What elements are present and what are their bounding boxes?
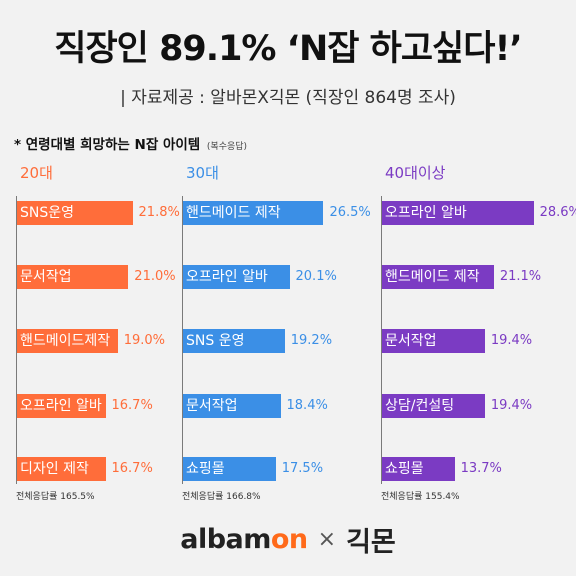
bar-0-3: 오프라인 알바 — [17, 394, 106, 418]
bar-1-4: 쇼핑몰 — [183, 457, 276, 481]
bar-value-2-1: 21.1% — [499, 269, 542, 284]
bar-1-0: 핸드메이드 제작 — [183, 201, 324, 225]
bar-0-4: 디자인 제작 — [17, 457, 106, 481]
bar-value-0-2: 19.0% — [123, 333, 165, 348]
footer-logos: albamon × 긱몬 — [0, 520, 576, 559]
bar-0-2: 핸드메이드제작 — [17, 329, 118, 353]
bar-value-1-2: 19.2% — [290, 333, 333, 348]
times-sign: × — [317, 527, 337, 552]
bar-0-1: 문서작업 — [17, 265, 129, 289]
jobmon-logo: 긱몬 — [346, 527, 396, 558]
bar-value-2-3: 19.4% — [490, 398, 533, 413]
section-title-text: * 연령대별 희망하는 N잡 아이템 — [14, 137, 201, 153]
axis-line-2 — [381, 196, 382, 484]
section-title-note: (복수응답) — [206, 142, 248, 152]
bar-0-0: SNS운영 — [17, 201, 133, 225]
bar-2-3: 상담/컨설팅 — [382, 394, 485, 418]
bar-value-1-0: 26.5% — [329, 205, 371, 220]
group-label-2: 40대이상 — [385, 164, 446, 182]
albamon-logo: albamon — [180, 524, 308, 555]
bar-value-1-1: 20.1% — [295, 269, 337, 284]
total-response-2: 전체응답률 155.4% — [381, 492, 460, 502]
albamon-logo-accent: on — [270, 524, 308, 555]
bar-2-2: 문서작업 — [382, 329, 485, 353]
group-label-0: 20대 — [20, 164, 53, 182]
bar-value-2-0: 28.6% — [539, 205, 576, 220]
bar-value-0-1: 21.0% — [134, 269, 176, 284]
bar-value-0-3: 16.7% — [111, 398, 153, 413]
bar-1-1: 오프라인 알바 — [183, 265, 290, 289]
page-title: 직장인 89.1% ‘N잡 하고싶다!’ — [54, 29, 522, 69]
axis-line-0 — [16, 196, 17, 484]
group-label-1: 30대 — [186, 164, 219, 182]
bar-value-1-4: 17.5% — [281, 461, 324, 476]
total-response-1: 전체응답률 166.8% — [182, 492, 261, 502]
bar-value-2-4: 13.7% — [460, 461, 502, 476]
bar-value-0-4: 16.7% — [111, 461, 153, 476]
section-title: * 연령대별 희망하는 N잡 아이템 (복수응답) — [14, 133, 247, 153]
bar-value-1-3: 18.4% — [286, 398, 328, 413]
albamon-logo-main: albam — [180, 524, 271, 555]
axis-line-1 — [182, 196, 183, 484]
bar-2-1: 핸드메이드 제작 — [382, 265, 494, 289]
source-subtitle: | 자료제공 : 알바몬X긱몬 (직장인 864명 조사) — [120, 88, 456, 108]
bar-1-2: SNS 운영 — [183, 329, 285, 353]
bar-value-2-2: 19.4% — [490, 333, 533, 348]
total-response-0: 전체응답률 165.5% — [16, 492, 95, 502]
bar-2-4: 쇼핑몰 — [382, 457, 455, 481]
bar-2-0: 오프라인 알바 — [382, 201, 534, 225]
bar-value-0-0: 21.8% — [138, 205, 180, 220]
bar-1-3: 문서작업 — [183, 394, 281, 418]
